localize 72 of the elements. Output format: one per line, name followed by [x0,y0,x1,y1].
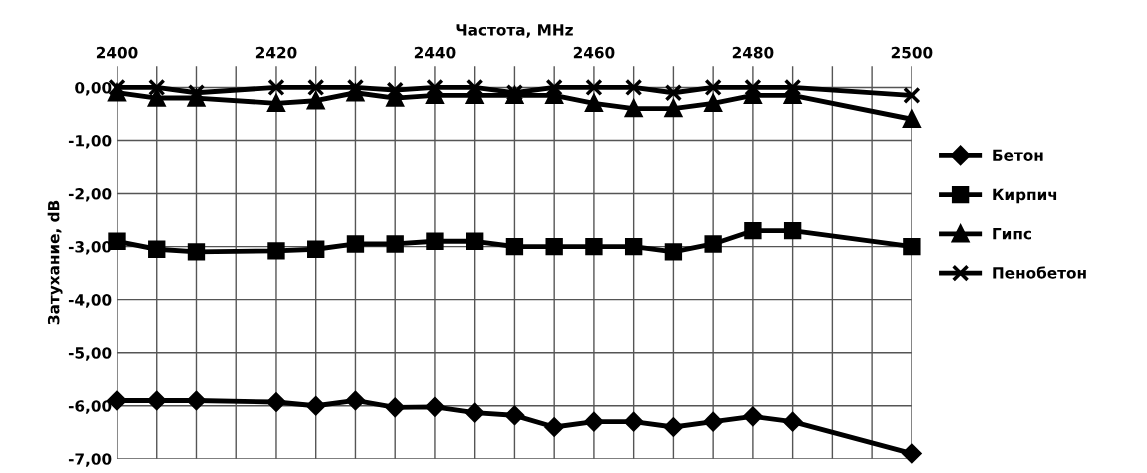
point [186,390,207,411]
y-tick-label: -4,00 [68,294,112,308]
point [386,235,404,253]
point [307,240,325,258]
x-tick-label: 2500 [891,46,933,59]
point [624,78,643,97]
point [544,417,564,437]
point [744,78,762,97]
point [148,78,166,97]
x-tick-label: 2400 [96,46,138,59]
point [148,240,166,258]
point [465,403,485,423]
legend-label: Кирпич [993,188,1057,204]
point [147,390,167,411]
y-tick-label: -6,00 [68,400,112,414]
point [783,78,802,97]
point [585,237,603,256]
point [704,235,722,253]
point [345,390,366,411]
point [585,78,603,97]
point [903,86,921,105]
point [346,235,365,253]
x-axis-title: Частота, MHz [456,24,573,38]
y-tick-label: -7,00 [68,453,112,467]
point [902,108,922,128]
point [663,417,683,437]
point [664,84,683,102]
point [903,237,921,256]
point [307,92,325,110]
point [505,237,524,256]
point [425,397,445,417]
x-tick-label: 2440 [414,46,456,59]
point [624,237,643,256]
point [743,406,763,426]
point [385,397,405,417]
point [545,237,563,256]
point [266,392,286,412]
point [744,222,762,240]
point [267,242,285,260]
point [703,92,723,113]
point [148,89,166,107]
point [664,99,683,118]
point [664,243,683,261]
point [703,412,723,432]
y-tick-label: -1,00 [68,134,112,149]
point [307,78,325,97]
legend-label: Гипс [993,228,1031,240]
point [466,232,484,250]
y-tick-label: 0,00 [75,81,112,96]
x-tick-label: 2480 [732,46,774,59]
point [266,92,286,113]
point [902,443,922,464]
point [584,412,604,432]
point [187,243,206,261]
point [267,78,285,97]
point [545,78,563,97]
point [426,232,444,250]
legend-label: Пенобетон [993,266,1086,279]
point [624,412,644,432]
point [704,78,722,97]
y-tick-label: -5,00 [68,347,112,361]
y-tick-label: -2,00 [68,188,112,202]
point [624,99,643,118]
point [306,396,326,416]
point [783,412,803,432]
point [504,405,525,425]
x-tick-label: 2460 [573,46,615,59]
point [783,222,802,240]
point [584,92,604,113]
legend-label: Бетон [993,149,1043,161]
y-axis-title: Затухание, dB [47,200,63,325]
x-tick-label: 2420 [255,46,297,59]
